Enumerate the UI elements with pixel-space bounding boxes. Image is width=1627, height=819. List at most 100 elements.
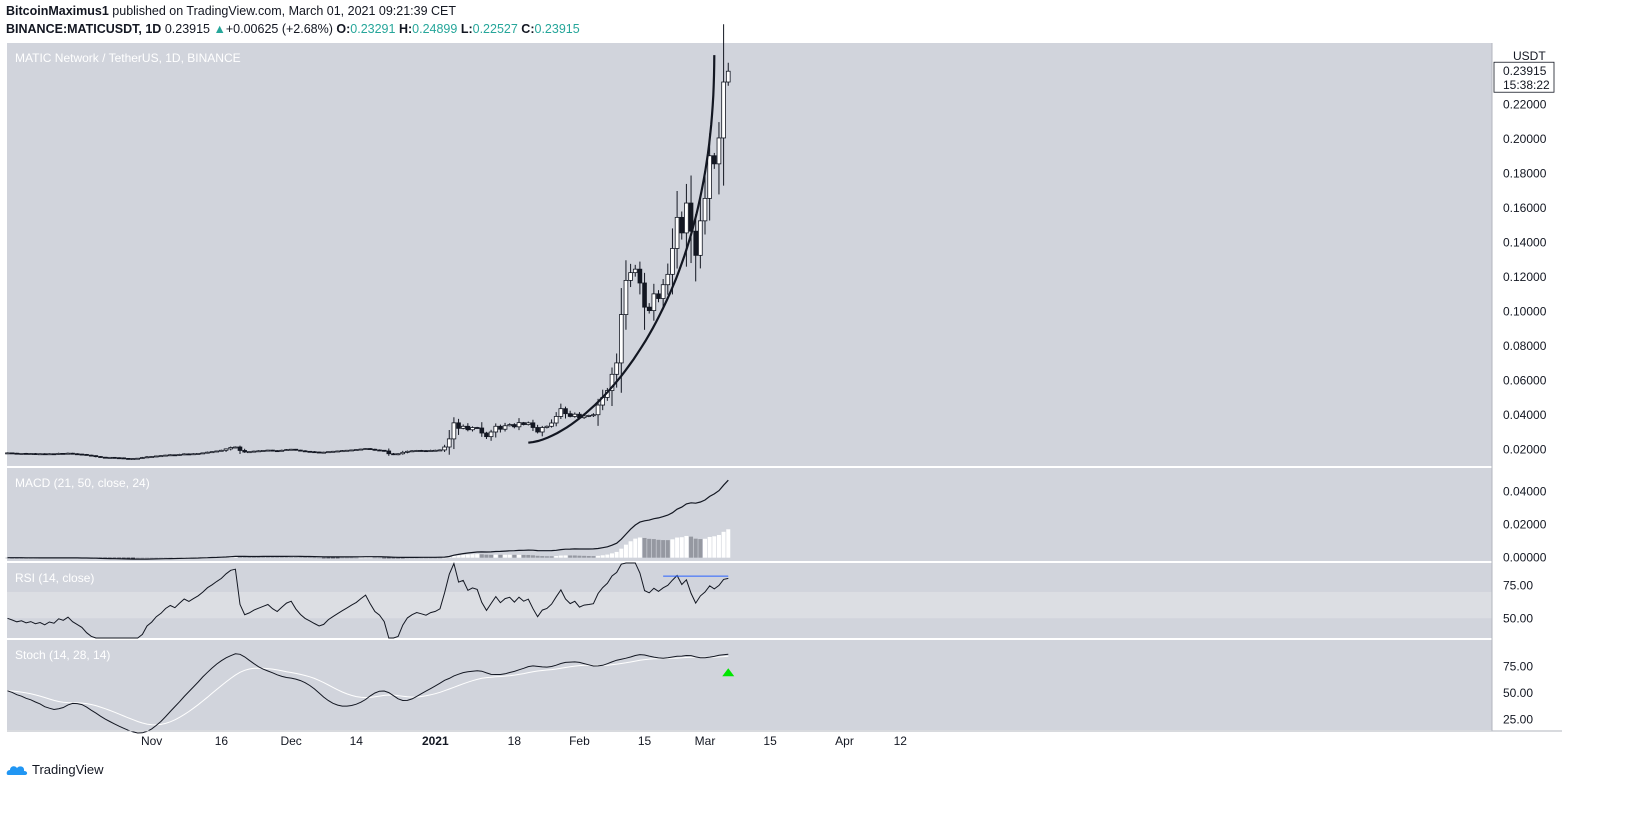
candle[interactable] — [400, 451, 406, 455]
candle[interactable] — [339, 450, 345, 453]
candle[interactable] — [200, 452, 206, 455]
candle[interactable] — [265, 449, 271, 452]
candle[interactable] — [502, 425, 508, 430]
candle[interactable] — [405, 450, 410, 453]
candle[interactable] — [242, 450, 247, 453]
candle[interactable] — [56, 452, 61, 455]
candle[interactable] — [386, 450, 392, 455]
candle[interactable] — [591, 414, 596, 417]
rsi-pane[interactable]: RSI (14, close) — [7, 561, 1492, 639]
candle[interactable] — [442, 446, 447, 451]
stoch-pane[interactable]: Stoch (14, 28, 14) — [7, 640, 1492, 734]
candle[interactable] — [595, 404, 601, 416]
candle[interactable] — [493, 425, 499, 433]
candle[interactable] — [563, 408, 568, 415]
candle[interactable] — [507, 424, 512, 427]
candle[interactable] — [544, 425, 550, 428]
price-axis[interactable]: 0.02000 0.04000 0.06000 0.08000 0.10000 0.120… — [1491, 43, 1555, 731]
candle[interactable] — [632, 268, 638, 274]
candle[interactable] — [646, 306, 652, 312]
candle[interactable] — [270, 449, 275, 452]
candle[interactable] — [214, 450, 220, 453]
candle[interactable] — [14, 452, 20, 455]
candle[interactable] — [698, 220, 703, 256]
candle[interactable] — [121, 457, 127, 460]
candle[interactable] — [312, 451, 317, 454]
macd-line[interactable] — [7, 479, 729, 560]
candle[interactable] — [381, 449, 387, 452]
parabolic-curve[interactable] — [528, 55, 716, 444]
candle[interactable] — [84, 454, 89, 456]
candle[interactable] — [432, 449, 438, 452]
candle[interactable] — [316, 451, 322, 454]
candle[interactable] — [74, 453, 80, 456]
candle[interactable] — [158, 455, 164, 458]
candle[interactable] — [288, 448, 294, 451]
candle[interactable] — [116, 457, 122, 460]
candle[interactable] — [326, 451, 331, 454]
tradingview-logo[interactable]: TradingView — [6, 762, 104, 777]
rsi-line[interactable] — [7, 561, 729, 639]
candle[interactable] — [223, 448, 229, 451]
candle[interactable] — [167, 454, 173, 457]
candle[interactable] — [256, 450, 261, 453]
candle[interactable] — [172, 454, 178, 457]
candle[interactable] — [353, 449, 359, 451]
candle[interactable] — [33, 453, 38, 455]
price-pane[interactable]: MATIC Network / TetherUS, 1D, BINANCE — [5, 24, 1492, 466]
candle[interactable] — [112, 456, 117, 459]
candle[interactable] — [191, 453, 196, 456]
candle[interactable] — [274, 450, 280, 453]
candle[interactable] — [470, 427, 475, 431]
candle[interactable] — [98, 456, 103, 458]
candle[interactable] — [451, 422, 457, 440]
stoch-k-line[interactable] — [7, 653, 729, 734]
candle[interactable] — [558, 408, 564, 417]
candle[interactable] — [321, 451, 326, 454]
candle[interactable] — [28, 453, 34, 455]
candle[interactable] — [126, 458, 131, 460]
candle[interactable] — [307, 450, 313, 453]
candle[interactable] — [88, 454, 94, 457]
candle[interactable] — [479, 427, 485, 434]
candle[interactable] — [535, 427, 540, 433]
candle[interactable] — [302, 450, 308, 453]
candle[interactable] — [358, 448, 364, 451]
candle[interactable] — [488, 431, 494, 438]
candle[interactable] — [484, 432, 489, 438]
candle[interactable] — [391, 453, 396, 456]
candle[interactable] — [93, 455, 99, 458]
candle[interactable] — [23, 452, 29, 455]
candle[interactable] — [284, 449, 289, 451]
candle[interactable] — [251, 450, 257, 453]
candle[interactable] — [205, 451, 210, 454]
candle[interactable] — [665, 273, 671, 286]
candle[interactable] — [660, 284, 666, 299]
candle[interactable] — [246, 451, 252, 454]
candle[interactable] — [260, 450, 266, 452]
candle[interactable] — [512, 424, 517, 428]
candle[interactable] — [344, 449, 350, 452]
candle[interactable] — [298, 449, 303, 452]
candle[interactable] — [409, 450, 415, 453]
candle[interactable] — [372, 448, 378, 451]
candle[interactable] — [446, 438, 452, 448]
candle[interactable] — [102, 456, 108, 459]
candle[interactable] — [130, 458, 136, 460]
candle[interactable] — [163, 454, 168, 457]
candle[interactable] — [70, 452, 75, 455]
macd-pane[interactable]: MACD (21, 50, close, 24) — [5, 468, 1493, 561]
candle[interactable] — [674, 216, 680, 249]
candle[interactable] — [516, 422, 522, 428]
candle[interactable] — [140, 457, 145, 459]
candle[interactable] — [656, 293, 661, 299]
candle[interactable] — [195, 452, 201, 455]
candle[interactable] — [135, 457, 141, 460]
candle[interactable] — [642, 282, 647, 308]
candle[interactable] — [526, 422, 531, 425]
candle[interactable] — [609, 373, 615, 391]
candle[interactable] — [233, 446, 238, 449]
candle[interactable] — [428, 450, 433, 452]
candle[interactable] — [702, 197, 708, 222]
candle[interactable] — [377, 449, 382, 452]
